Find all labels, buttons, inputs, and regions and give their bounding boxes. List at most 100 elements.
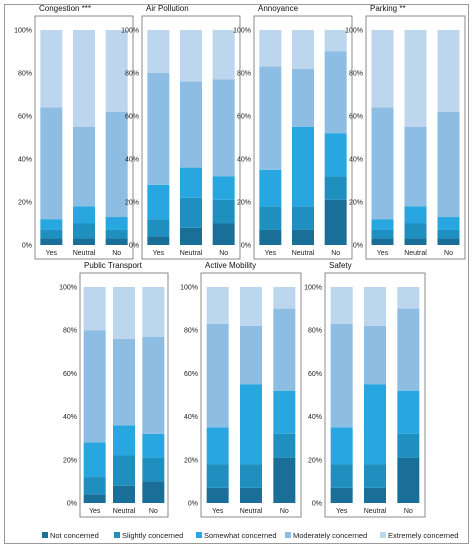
bar-segment-moderately-concerned bbox=[330, 323, 353, 428]
y-tick-label: 40% bbox=[349, 157, 363, 164]
x-tick-label: Neutral bbox=[364, 508, 387, 515]
chart-panel-parking: Parking ** 0% 20% 40% 60% 80% 100% Yes Neutral No bbox=[345, 4, 466, 260]
bar-segment-slightly-concerned bbox=[240, 464, 262, 488]
x-tick-label: Yes bbox=[153, 250, 165, 257]
bar-segment-extremely-concerned bbox=[142, 287, 165, 337]
y-tick-label: 60% bbox=[125, 114, 139, 121]
bar-segment-not-concerned bbox=[292, 229, 314, 245]
y-tick-label: 60% bbox=[349, 114, 363, 121]
bar-segment-moderately-concerned bbox=[292, 68, 314, 127]
legend-label: Slightly concerned bbox=[122, 531, 183, 540]
chart-panel-safety: Safety 0% 20% 40% 60% 80% 100% Yes Neutral No bbox=[304, 261, 426, 518]
bar-segment-moderately-concerned bbox=[73, 126, 95, 207]
bar-segment-moderately-concerned bbox=[364, 325, 386, 385]
bar-segment-somewhat-concerned bbox=[273, 390, 296, 434]
chart-panel-annoyance: Annoyance 0% 20% 40% 60% 80% 100% Yes Neutral No bbox=[233, 4, 353, 260]
x-tick-label: Yes bbox=[212, 508, 224, 515]
panel-title: Parking ** bbox=[370, 4, 406, 13]
x-tick-label: No bbox=[444, 250, 453, 257]
bar-segment-extremely-concerned bbox=[180, 30, 202, 82]
bar-segment-slightly-concerned bbox=[259, 206, 282, 230]
x-tick-label: No bbox=[280, 508, 289, 515]
bar-segment-extremely-concerned bbox=[147, 30, 170, 73]
bar-segment-moderately-concerned bbox=[142, 336, 165, 434]
bar-segment-extremely-concerned bbox=[206, 287, 229, 324]
bar-segment-not-concerned bbox=[324, 199, 347, 245]
bar-segment-not-concerned bbox=[371, 238, 394, 245]
panel-border bbox=[141, 15, 241, 260]
y-tick-label: 100% bbox=[304, 285, 322, 292]
bar-segment-slightly-concerned bbox=[73, 223, 95, 239]
bar-segment-extremely-concerned bbox=[259, 30, 282, 67]
y-tick-label: 0% bbox=[22, 243, 32, 250]
x-tick-label: Yes bbox=[89, 508, 101, 515]
y-tick-label: 80% bbox=[18, 71, 32, 78]
legend-swatch bbox=[42, 532, 48, 538]
y-tick-label: 20% bbox=[18, 200, 32, 207]
bar-segment-extremely-concerned bbox=[371, 30, 394, 108]
legend-item-moderately-concerned: Moderately concerned bbox=[285, 531, 367, 540]
bar-segment-slightly-concerned bbox=[147, 219, 170, 237]
y-tick-label: 0% bbox=[312, 501, 322, 508]
bar-segment-not-concerned bbox=[273, 457, 296, 503]
bar-segment-extremely-concerned bbox=[105, 30, 128, 112]
y-tick-label: 80% bbox=[349, 71, 363, 78]
bar-segment-slightly-concerned bbox=[324, 176, 347, 200]
panel-title: Annoyance bbox=[258, 4, 299, 13]
bar-segment-extremely-concerned bbox=[113, 287, 135, 339]
y-tick-label: 60% bbox=[308, 371, 322, 378]
x-tick-label: Yes bbox=[265, 250, 277, 257]
y-tick-label: 40% bbox=[125, 157, 139, 164]
bar-segment-moderately-concerned bbox=[259, 66, 282, 170]
bar-segment-extremely-concerned bbox=[273, 287, 296, 309]
legend-swatch bbox=[285, 532, 291, 538]
x-tick-label: Yes bbox=[377, 250, 389, 257]
bar-segment-not-concerned bbox=[364, 487, 386, 503]
chart-panel-air-pollution: Air Pollution 0% 20% 40% 60% 80% 100% Yes Neutra… bbox=[121, 4, 241, 260]
panel-border bbox=[200, 272, 302, 518]
y-tick-label: 0% bbox=[241, 243, 251, 250]
y-tick-label: 80% bbox=[125, 71, 139, 78]
x-tick-label: Neutral bbox=[113, 508, 136, 515]
bar-segment-extremely-concerned bbox=[292, 30, 314, 69]
bar-segment-somewhat-concerned bbox=[437, 217, 460, 230]
bar-segment-somewhat-concerned bbox=[240, 384, 262, 465]
bar-segment-moderately-concerned bbox=[437, 111, 460, 218]
bar-segment-not-concerned bbox=[147, 236, 170, 245]
figure-frame bbox=[4, 4, 469, 544]
bar-segment-somewhat-concerned bbox=[180, 167, 202, 198]
bar-segment-somewhat-concerned bbox=[206, 427, 229, 465]
y-tick-label: 100% bbox=[345, 28, 363, 35]
bar-segment-moderately-concerned bbox=[240, 325, 262, 385]
y-tick-label: 80% bbox=[184, 328, 198, 335]
y-tick-label: 100% bbox=[121, 28, 139, 35]
y-tick-label: 60% bbox=[18, 114, 32, 121]
bar-segment-extremely-concerned bbox=[397, 287, 420, 309]
bar-segment-not-concerned bbox=[330, 487, 353, 503]
legend-label: Moderately concerned bbox=[293, 531, 367, 540]
legend-item-not-concerned: Not concerned bbox=[42, 531, 99, 540]
bar-segment-not-concerned bbox=[206, 487, 229, 503]
y-tick-label: 40% bbox=[184, 414, 198, 421]
panel-title: Public Transport bbox=[84, 261, 143, 270]
legend-label: Extremely concerned bbox=[388, 531, 458, 540]
y-tick-label: 40% bbox=[308, 414, 322, 421]
bar-segment-extremely-concerned bbox=[73, 30, 95, 127]
bar-segment-somewhat-concerned bbox=[292, 126, 314, 207]
bar-segment-moderately-concerned bbox=[147, 73, 170, 185]
bar-segment-somewhat-concerned bbox=[40, 219, 63, 230]
bar-segment-slightly-concerned bbox=[404, 223, 427, 239]
bar-segment-slightly-concerned bbox=[142, 457, 165, 482]
y-tick-label: 20% bbox=[349, 200, 363, 207]
bar-segment-moderately-concerned bbox=[273, 308, 296, 391]
bar-segment-not-concerned bbox=[397, 457, 420, 503]
bar-segment-moderately-concerned bbox=[113, 338, 135, 426]
bar-segment-slightly-concerned bbox=[330, 464, 353, 488]
bar-segment-extremely-concerned bbox=[212, 30, 235, 80]
bar-segment-somewhat-concerned bbox=[73, 206, 95, 224]
y-tick-label: 20% bbox=[308, 457, 322, 464]
legend-label: Not concerned bbox=[50, 531, 99, 540]
y-tick-label: 0% bbox=[67, 501, 77, 508]
panel-border bbox=[253, 15, 353, 260]
